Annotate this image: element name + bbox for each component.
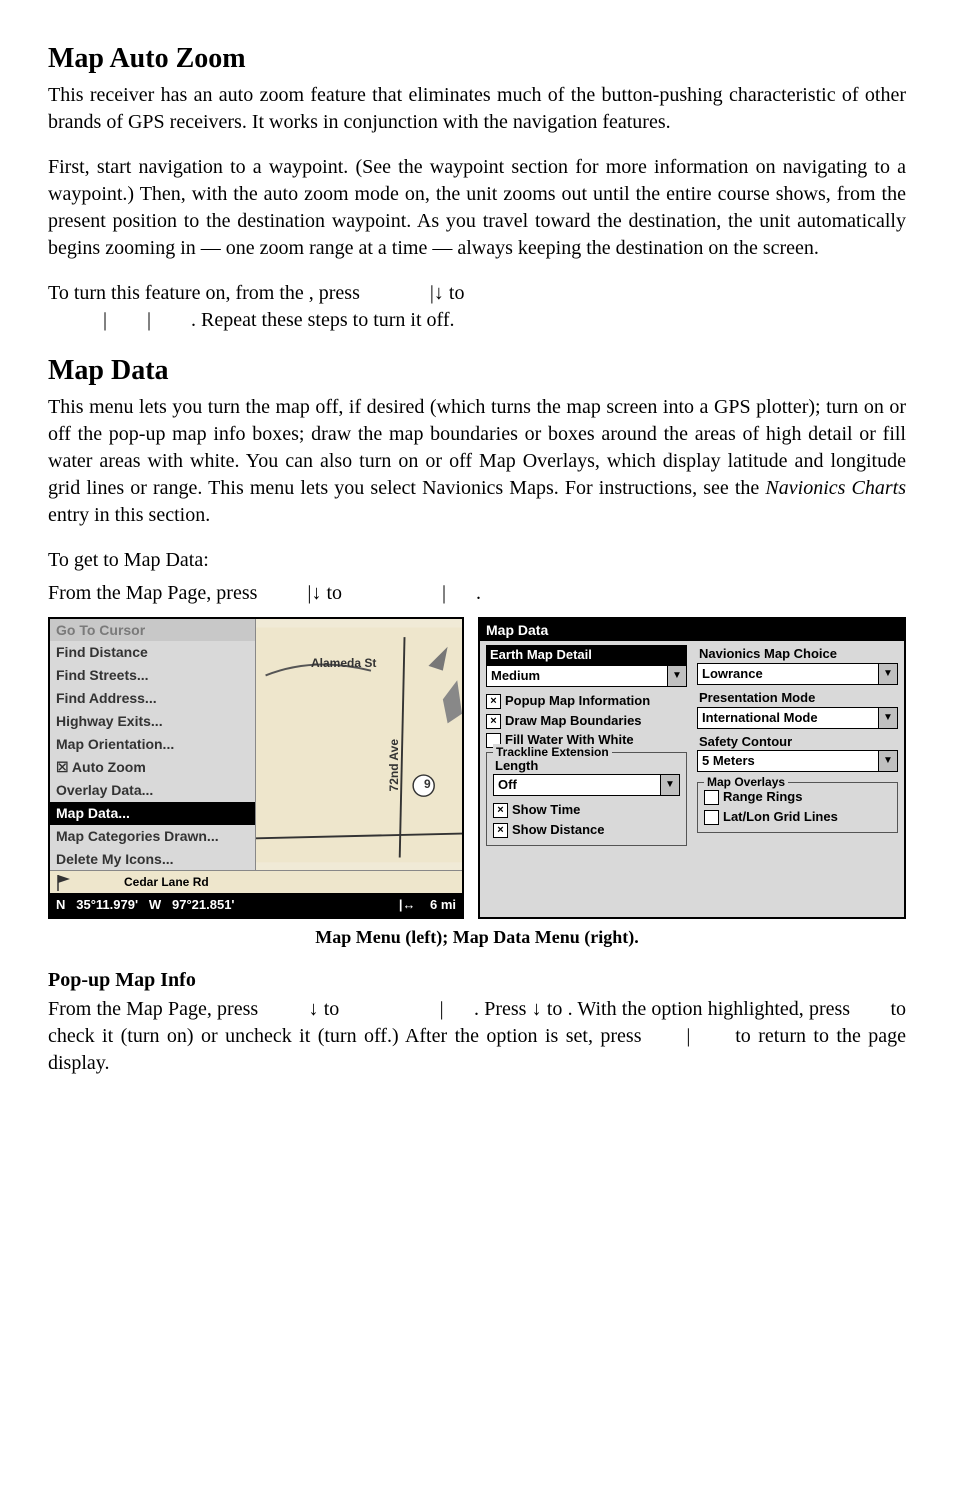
dropdown-length[interactable]: Off ▼ [493, 774, 680, 796]
legend-trackline: Trackline Extension [493, 744, 612, 760]
chevron-down-icon: ▼ [878, 751, 897, 771]
value-navionics-choice: Lowrance [698, 664, 878, 684]
menu-item-delete-icons[interactable]: Delete My Icons... [50, 848, 255, 871]
chevron-down-icon: ▼ [878, 708, 897, 728]
map-label-alameda: Alameda St [311, 655, 376, 671]
panel-title-map-data: Map Data [480, 619, 904, 642]
t: to [449, 282, 465, 304]
dropdown-presentation-mode[interactable]: International Mode ▼ [697, 707, 898, 729]
t: to [547, 998, 568, 1020]
flag-icon [56, 873, 84, 891]
para-auto-zoom-2: First, start navigation to a waypoint. (… [48, 154, 906, 262]
menu-item-overlay-data[interactable]: Overlay Data... [50, 779, 255, 802]
t: Draw Map Boundaries [505, 713, 642, 728]
legend-map-overlays: Map Overlays [704, 774, 788, 790]
t: Range Rings [723, 789, 802, 804]
para-auto-zoom-1: This receiver has an auto zoom feature t… [48, 82, 906, 136]
para-map-data-1: This menu lets you turn the map off, if … [48, 394, 906, 529]
down-arrow-icon: ↓ [532, 998, 542, 1020]
t: | [442, 582, 446, 604]
down-arrow-icon: ↓ [309, 998, 319, 1020]
section-heading-auto-zoom: Map Auto Zoom [48, 40, 906, 78]
menu-item-find-address[interactable]: Find Address... [50, 687, 255, 710]
check-show-time[interactable]: ×Show Time [493, 800, 680, 820]
dropdown-earth-map-detail[interactable]: Medium ▼ [486, 665, 687, 687]
label-navionics-choice: Navionics Map Choice [697, 645, 898, 663]
t: . Repeat these steps to turn it off. [191, 309, 454, 331]
chevron-down-icon: ▼ [667, 666, 686, 686]
t: From the Map Page, press [48, 998, 263, 1020]
value-presentation-mode: International Mode [698, 708, 878, 728]
value-earth-map-detail: Medium [487, 666, 667, 686]
label-presentation-mode: Presentation Mode [697, 689, 898, 707]
t: entry in this section. [48, 504, 210, 526]
label-earth-map-detail: Earth Map Detail [486, 645, 687, 665]
menu-item-highway-exits[interactable]: Highway Exits... [50, 710, 255, 733]
para-popup-map-info: From the Map Page, press ↓ to | . Press … [48, 996, 906, 1077]
t: | [686, 1025, 690, 1047]
chevron-down-icon: ▼ [878, 664, 897, 684]
fieldset-map-overlays: Map Overlays Range Rings Lat/Lon Grid Li… [697, 782, 898, 833]
t: Popup Map Information [505, 693, 650, 708]
section-heading-map-data: Map Data [48, 352, 906, 390]
t: . With the option highlighted, press [568, 998, 856, 1020]
check-draw-boundaries[interactable]: ×Draw Map Boundaries [486, 711, 687, 731]
dropdown-safety-contour[interactable]: 5 Meters ▼ [697, 750, 898, 772]
status-n: N [56, 897, 65, 912]
map-preview: Alameda St 72nd Ave 9 [255, 619, 462, 871]
label-safety-contour: Safety Contour [697, 733, 898, 751]
screenshots-row: Go To Cursor Find Distance Find Streets.… [48, 617, 906, 919]
t: . Press [474, 998, 532, 1020]
status-w: W [149, 897, 161, 912]
t: to [324, 998, 345, 1020]
map-label-cedar: Cedar Lane Rd [124, 874, 209, 890]
t: Lat/Lon Grid Lines [723, 809, 838, 824]
value-safety-contour: 5 Meters [698, 751, 878, 771]
t: From the Map Page, press [48, 582, 257, 604]
menu-item-map-orientation[interactable]: Map Orientation... [50, 733, 255, 756]
para-map-data-3: From the Map Page, press |↓ to | . [48, 580, 906, 607]
down-arrow-icon: ↓ [311, 582, 321, 604]
t: | [103, 309, 107, 331]
menu-item-go-to-cursor[interactable]: Go To Cursor [50, 619, 255, 642]
t: | [147, 309, 151, 331]
t: | [440, 998, 444, 1020]
menu-column: Go To Cursor Find Distance Find Streets.… [50, 619, 255, 871]
status-lat: 35°11.979' [76, 897, 138, 912]
chevron-down-icon: ▼ [660, 775, 679, 795]
map-label-nine: 9 [424, 776, 431, 792]
t: Show Time [512, 802, 580, 817]
check-popup-map-info[interactable]: ×Popup Map Information [486, 691, 687, 711]
arrows-icon: |↔ [399, 897, 416, 912]
t: to [326, 582, 347, 604]
map-menu-panel: Go To Cursor Find Distance Find Streets.… [48, 617, 464, 919]
subheading-popup-map-info: Pop-up Map Info [48, 967, 906, 994]
t: , press [309, 282, 360, 304]
t: Show Distance [512, 822, 604, 837]
italic-navionics: Navionics Charts [765, 477, 906, 499]
figure-caption: Map Menu (left); Map Data Menu (right). [48, 925, 906, 949]
t: . [476, 582, 481, 604]
menu-item-find-distance[interactable]: Find Distance [50, 641, 255, 664]
down-arrow-icon: ↓ [434, 282, 444, 304]
menu-item-map-data[interactable]: Map Data... [50, 802, 255, 825]
t: To turn this feature on, from the [48, 282, 309, 304]
status-dist: 6 mi [430, 897, 456, 912]
menu-item-map-categories[interactable]: Map Categories Drawn... [50, 825, 255, 848]
value-length: Off [494, 775, 660, 795]
dropdown-navionics-choice[interactable]: Lowrance ▼ [697, 663, 898, 685]
fieldset-trackline: Trackline Extension Length Off ▼ ×Show T… [486, 752, 687, 847]
check-show-distance[interactable]: ×Show Distance [493, 820, 680, 840]
map-data-panel: Map Data Earth Map Detail Medium ▼ ×Popu… [478, 617, 906, 919]
status-lon: 97°21.851' [172, 897, 235, 912]
map-label-72nd: 72nd Ave [386, 739, 402, 791]
status-bar: N 35°11.979' W 97°21.851' |↔ 6 mi [50, 893, 462, 917]
check-latlon-grid[interactable]: Lat/Lon Grid Lines [704, 807, 891, 827]
para-map-data-2: To get to Map Data: [48, 547, 906, 574]
menu-item-find-streets[interactable]: Find Streets... [50, 664, 255, 687]
menu-item-auto-zoom[interactable]: ☒ Auto Zoom [50, 756, 255, 779]
para-auto-zoom-3: To turn this feature on, from the , pres… [48, 280, 906, 334]
